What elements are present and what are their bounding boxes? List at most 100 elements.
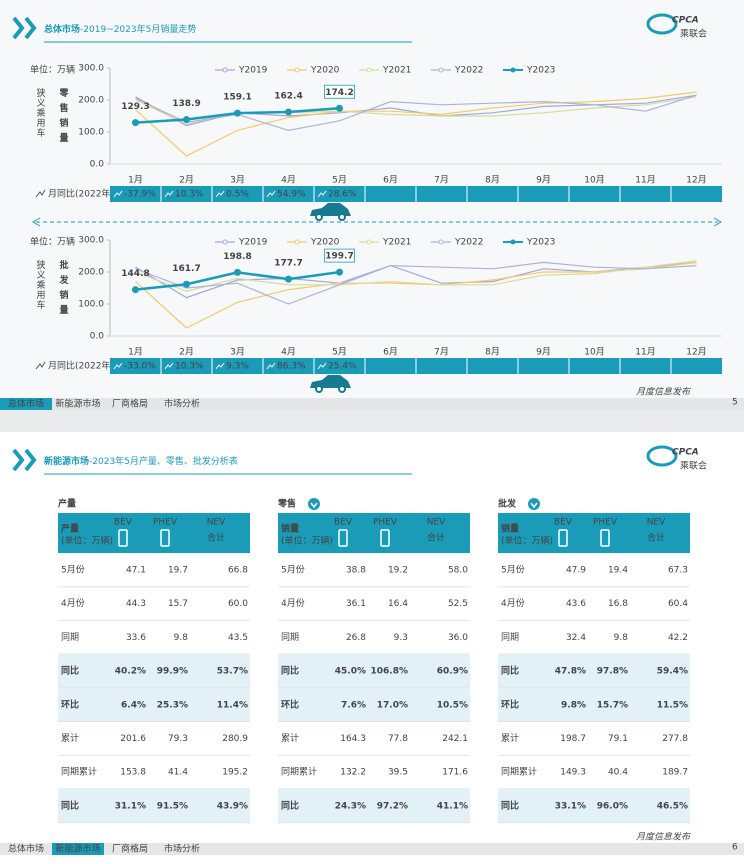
series-line: [135, 94, 697, 132]
cell: 53.7%: [217, 667, 248, 677]
series-line: [135, 261, 697, 305]
data-label: 129.3: [121, 102, 149, 112]
x-tick-label: 12月: [686, 175, 706, 186]
cell: 46.5%: [657, 801, 688, 811]
point: [336, 268, 343, 276]
x-tick-label: 11月: [635, 175, 655, 186]
cell: 19.7: [168, 566, 188, 576]
column-icon: [338, 529, 348, 547]
x-tick-label: 4月: [281, 175, 296, 186]
table-header: [58, 513, 250, 553]
series-line: [135, 261, 697, 329]
cell: 19.2: [388, 566, 408, 576]
yoy-value: 28.6%: [328, 190, 357, 200]
y-tick-label: 100.0: [78, 128, 104, 138]
point: [132, 286, 139, 294]
row-label: 环比: [501, 698, 519, 710]
yoy-icon: [35, 361, 46, 370]
unit-label: 单位：万辆: [30, 236, 75, 248]
legend-marker: [510, 239, 516, 245]
title-main: 总体市场: [44, 23, 80, 35]
yoy-icon: [35, 189, 46, 198]
cell: 60.4: [668, 599, 688, 609]
footer-tab: 厂商格局: [112, 398, 148, 410]
column-header: PHEV: [373, 518, 398, 528]
footer-tab: 新能源市场: [55, 398, 100, 410]
car-wheel: [315, 213, 323, 221]
cell: 24.3%: [335, 801, 366, 811]
title-sub: -2023年5月产量、零售、批发分析表: [89, 455, 238, 467]
y-tick-label: 200.0: [78, 268, 104, 278]
point: [285, 275, 292, 283]
cell: 96.0%: [597, 801, 628, 811]
cell: 60.9%: [437, 667, 468, 677]
logo-sub: 乘联会: [680, 28, 707, 40]
row-label: 同期: [501, 632, 519, 643]
cell: 33.1%: [555, 801, 586, 811]
cell: 38.8: [346, 566, 366, 576]
x-tick-label: 5月: [332, 175, 347, 186]
row-highlight: [498, 654, 690, 688]
row-label: 同期累计: [61, 766, 97, 778]
corner-unit: (单位：万辆): [501, 535, 553, 547]
cell: 45.0%: [335, 667, 366, 677]
cell: 36.1: [346, 599, 366, 609]
cell: 40.4: [608, 768, 628, 778]
column-header: NEV: [647, 518, 666, 528]
label-box: [324, 84, 355, 99]
cell: 11.4%: [217, 700, 248, 710]
row-label: 5月份: [501, 564, 525, 576]
data-label: 198.8: [223, 252, 251, 262]
car-wheel: [338, 385, 346, 393]
cell: 17.0%: [377, 700, 408, 710]
x-tick-label: 11月: [635, 347, 655, 358]
legend-label: Y2020: [310, 238, 340, 248]
row-highlight: [278, 654, 470, 688]
column-sub: 合计: [427, 532, 445, 544]
row-label: 5月份: [281, 564, 305, 576]
cell: 39.5: [388, 768, 408, 778]
cell: 77.8: [388, 734, 408, 744]
cell: 9.3: [394, 633, 408, 643]
row-highlight: [58, 687, 250, 722]
cell: 99.9%: [157, 667, 188, 677]
footer-tab: 厂商格局: [112, 843, 148, 855]
legend-label: Y2021: [382, 66, 411, 76]
cell: 47.8%: [555, 667, 586, 677]
cell: 149.3: [560, 768, 586, 778]
data-label: 199.7: [325, 252, 353, 262]
cell: 58.0: [448, 566, 468, 576]
legend-label: Y2021: [382, 238, 411, 248]
row-label: 同期: [61, 632, 79, 643]
yoy-value: 9.3%: [226, 362, 249, 372]
column-sub: 合计: [647, 532, 665, 544]
footer-tab: 总体市场: [8, 398, 44, 410]
legend-marker: [510, 67, 516, 73]
row-label: 同比: [501, 799, 519, 811]
table-header: [498, 513, 690, 553]
y-tick-label: 300.0: [78, 236, 104, 246]
footer-tab-active: [52, 843, 104, 855]
cell: 60.0: [228, 599, 248, 609]
x-tick-label: 1月: [128, 175, 143, 186]
yoy-value: 25.4%: [328, 362, 357, 372]
cell: 43.9%: [217, 801, 248, 811]
y-tick-label: 300.0: [78, 64, 104, 74]
x-tick-label: 7月: [434, 175, 449, 186]
cell: 164.3: [340, 734, 366, 744]
legend-marker: [366, 67, 372, 73]
data-label: 144.8: [121, 269, 149, 279]
point: [132, 119, 139, 127]
trend-icon: [113, 190, 123, 198]
car-wheel: [338, 213, 346, 221]
legend-marker: [222, 239, 228, 245]
row-label: 5月份: [61, 564, 85, 576]
cell: 153.8: [120, 768, 146, 778]
row-highlight: [278, 687, 470, 722]
trend-icon: [317, 362, 327, 370]
cell: 277.8: [662, 734, 688, 744]
title-icon-arrow: [310, 502, 318, 509]
y-label-right: 零售销量: [58, 88, 70, 148]
corner-unit: (单位：万辆): [281, 535, 333, 547]
